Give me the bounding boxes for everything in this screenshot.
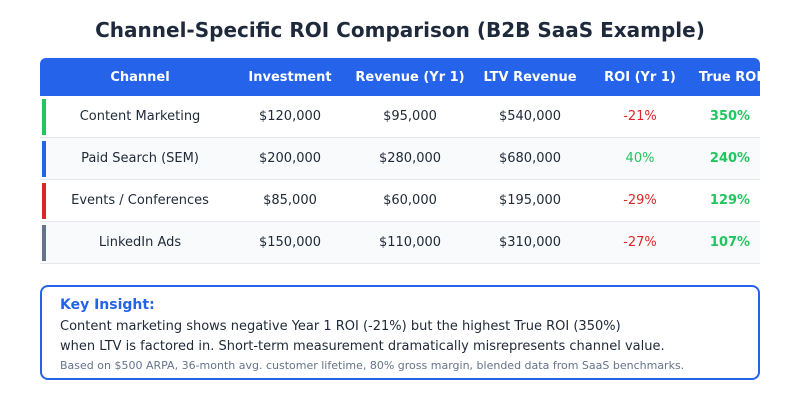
header-cell: LTV Revenue bbox=[483, 69, 577, 85]
table-cell: $680,000 bbox=[498, 151, 562, 166]
table-cell: 40% bbox=[625, 151, 655, 166]
table-cell: $540,000 bbox=[498, 109, 562, 124]
header-cell: True ROI bbox=[698, 69, 760, 85]
table-cell: -29% bbox=[623, 193, 657, 208]
insight-line: when LTV is factored in. Short-term meas… bbox=[60, 339, 665, 354]
table-cell: $60,000 bbox=[383, 193, 437, 208]
table-cell: $280,000 bbox=[378, 151, 442, 166]
row-accent bbox=[42, 225, 46, 261]
row-accent bbox=[42, 99, 46, 135]
table-cell: $95,000 bbox=[383, 109, 437, 124]
table-cell: $195,000 bbox=[498, 193, 562, 208]
header-cell: Channel bbox=[110, 69, 170, 85]
table-row: Content Marketing $120,000 $95,000 $540,000… bbox=[40, 96, 760, 138]
table-cell: 240% bbox=[709, 151, 751, 166]
table-row: LinkedIn Ads $150,000 $110,000 $310,000 -27%… bbox=[40, 222, 760, 264]
table-cell: 107% bbox=[709, 235, 751, 250]
header-cell: ROI (Yr 1) bbox=[604, 69, 676, 85]
header-cell: Investment bbox=[248, 69, 332, 85]
table-cell: Content Marketing bbox=[79, 109, 201, 124]
insight-line: Content marketing shows negative Year 1 … bbox=[60, 319, 621, 334]
table-cell: 350% bbox=[709, 109, 751, 124]
insight-note: Based on $500 ARPA, 36-month avg. custom… bbox=[60, 359, 685, 372]
insight-box: Key Insight: Content marketing shows neg… bbox=[40, 285, 760, 380]
table-row: Paid Search (SEM) $200,000 $280,000 $680,00… bbox=[40, 138, 760, 180]
row-accent bbox=[42, 183, 46, 219]
table: Channel Investment Revenue (Yr 1) LTV Reven… bbox=[40, 58, 760, 265]
insight-label: Key Insight: bbox=[60, 297, 155, 313]
table-cell: $200,000 bbox=[258, 151, 322, 166]
table-cell: Events / Conferences bbox=[71, 193, 209, 208]
table-cell: $120,000 bbox=[258, 109, 322, 124]
header-cell: Revenue (Yr 1) bbox=[355, 69, 465, 85]
title: Channel-Specific ROI Comparison (B2B Saa… bbox=[95, 18, 705, 42]
table-cell: Paid Search (SEM) bbox=[81, 151, 199, 166]
table-cell: -21% bbox=[623, 109, 657, 124]
table-cell: $85,000 bbox=[263, 193, 317, 208]
table-cell: -27% bbox=[623, 235, 657, 250]
table-cell: 129% bbox=[709, 193, 751, 208]
table-row: Events / Conferences $85,000 $60,000 $195,0… bbox=[40, 180, 760, 222]
row-accent bbox=[42, 141, 46, 177]
table-cell: LinkedIn Ads bbox=[98, 235, 182, 250]
table-cell: $110,000 bbox=[378, 235, 442, 250]
table-cell: $310,000 bbox=[498, 235, 562, 250]
table-cell: $150,000 bbox=[258, 235, 322, 250]
header-row: Channel Investment Revenue (Yr 1) LTV Reven… bbox=[40, 58, 760, 96]
